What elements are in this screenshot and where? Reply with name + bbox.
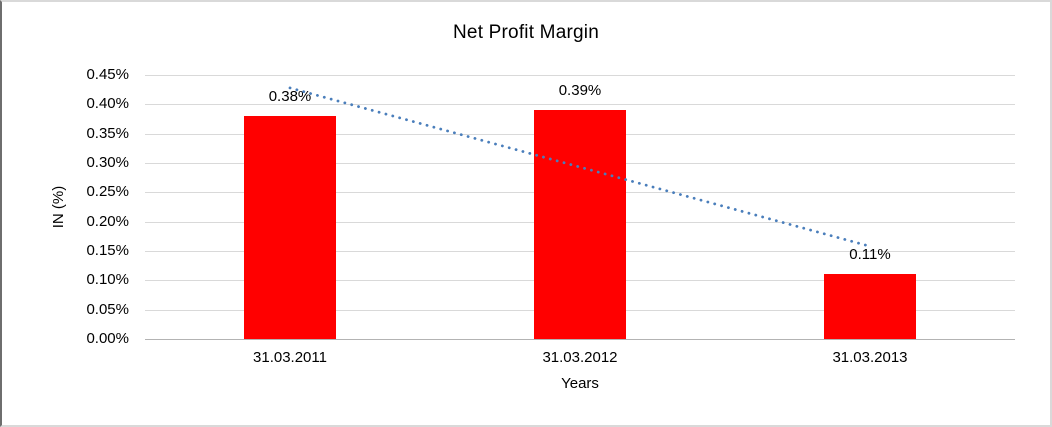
y-tick-label: 0.40% — [86, 95, 129, 113]
y-tick-label: 0.15% — [86, 242, 129, 259]
bar — [244, 116, 336, 339]
y-tick-label: 0.00% — [86, 330, 129, 347]
data-label: 0.39% — [558, 82, 602, 100]
y-tick-label: 0.45% — [86, 66, 129, 83]
x-axis-title: Years — [561, 375, 599, 392]
chart-title: Net Profit Margin — [453, 22, 599, 43]
data-label: 0.38% — [268, 88, 312, 106]
y-axis-title: IN (%) — [50, 185, 67, 229]
gridline — [145, 75, 1015, 76]
x-category-label: 31.03.2011 — [253, 349, 327, 366]
bar — [824, 274, 916, 339]
y-tick-label: 0.05% — [86, 300, 129, 318]
x-category-label: 31.03.2013 — [832, 349, 908, 366]
y-tick-label: 0.25% — [86, 183, 129, 201]
y-tick-label: 0.10% — [86, 271, 129, 289]
data-label: 0.11% — [849, 246, 891, 264]
x-category-label: 31.03.2012 — [542, 349, 618, 366]
y-tick-label: 0.30% — [86, 154, 129, 171]
y-tick-label: 0.35% — [86, 124, 129, 142]
bar — [534, 110, 626, 339]
y-tick-label: 0.20% — [86, 212, 129, 230]
x-axis-line — [145, 339, 1015, 340]
